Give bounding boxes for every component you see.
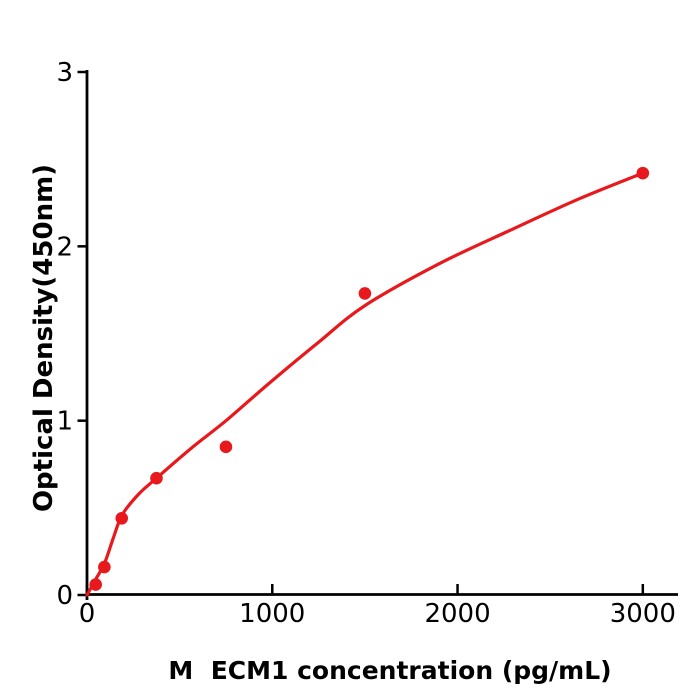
data-point [115,511,129,525]
y-tick-label: 1 [56,407,73,437]
fit-curve [85,171,645,597]
y-tick-label: 2 [56,232,73,262]
y-tick-label: 3 [56,58,73,88]
x-tick-label: 0 [79,599,96,629]
x-tick-label: 3000 [610,599,676,629]
y-tick-label: 0 [56,581,73,611]
data-point [636,166,650,180]
data-point [89,578,102,591]
x-tick-label: 1000 [239,599,305,629]
data-point [358,287,372,300]
x-tick-label: 2000 [424,599,490,629]
data-point [98,560,111,574]
data-point [150,471,163,485]
data-point [219,440,233,454]
